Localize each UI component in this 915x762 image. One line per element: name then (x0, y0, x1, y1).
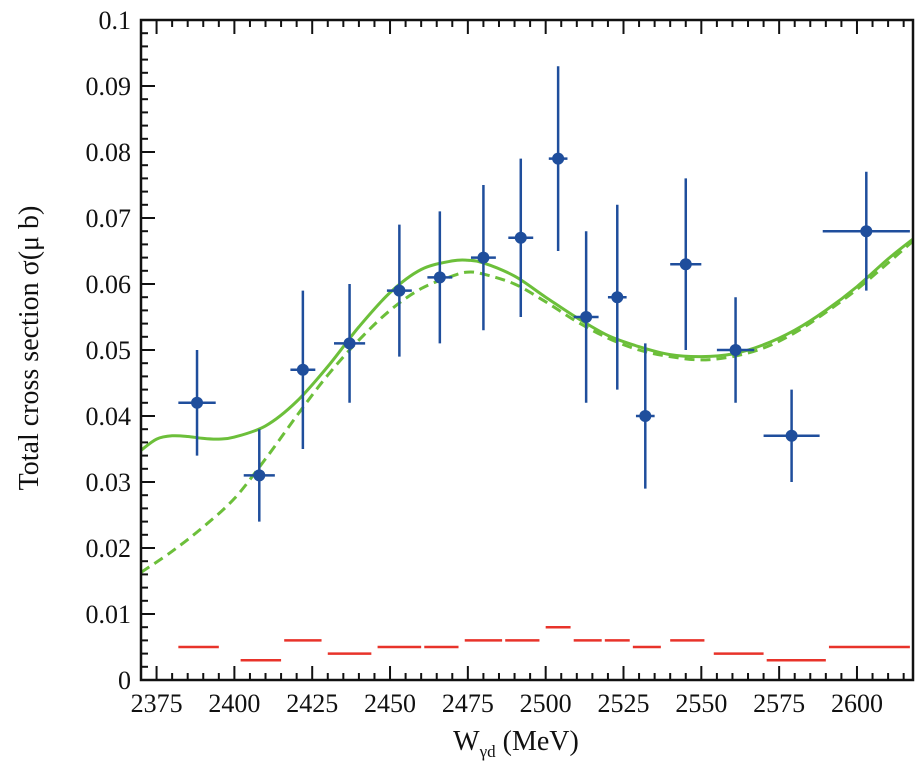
x-tick-label: 2525 (598, 689, 650, 718)
x-tick-label: 2450 (364, 689, 416, 718)
data-point (670, 178, 702, 350)
solid-curve (140, 237, 914, 452)
data-point (635, 343, 655, 489)
data-point (178, 350, 216, 456)
data-marker (785, 429, 798, 442)
data-marker (552, 152, 565, 165)
x-tick-label: 2500 (520, 689, 572, 718)
plot-frame (139, 18, 915, 682)
data-marker (296, 363, 309, 376)
data-point (334, 284, 366, 403)
y-tick-label: 0.05 (86, 336, 132, 365)
data-point (243, 429, 275, 522)
model-curves (140, 237, 914, 574)
data-points (178, 66, 910, 522)
data-marker (343, 337, 356, 350)
x-tick-label: 2425 (286, 689, 338, 718)
y-tick-label: 0.1 (99, 6, 132, 35)
data-point (290, 290, 316, 449)
data-marker (860, 225, 873, 238)
x-axis-title-subscript: γd (479, 742, 497, 761)
systematic-error-bars (178, 625, 910, 662)
y-tick-label: 0.04 (86, 402, 132, 431)
x-tick-label: 2400 (208, 689, 260, 718)
data-marker (393, 284, 406, 297)
y-tick-label: 0 (118, 666, 131, 695)
x-tick-label: 2600 (831, 689, 883, 718)
data-point (470, 185, 496, 331)
y-tick-label: 0.01 (86, 600, 132, 629)
y-axis-title: Total cross section σ(μ b) (14, 206, 45, 491)
data-point (573, 231, 599, 403)
data-point (548, 66, 568, 251)
data-marker (639, 410, 652, 422)
data-marker (191, 396, 204, 409)
x-tick-label: 2550 (675, 689, 727, 718)
x-tick-label: 2375 (131, 689, 183, 718)
data-point (427, 211, 453, 344)
data-point (763, 389, 820, 482)
data-point (607, 204, 627, 390)
x-tick-label: 2475 (442, 689, 494, 718)
x-axis-title-unit: (MeV) (503, 726, 579, 757)
dashed-curve (140, 239, 914, 574)
data-marker (580, 311, 593, 323)
data-point (508, 158, 534, 317)
data-marker (679, 258, 692, 271)
y-tick-label: 0.03 (86, 468, 132, 497)
data-marker (611, 291, 624, 304)
y-tick-label: 0.08 (86, 138, 132, 167)
x-axis-title: Wγd (MeV) (453, 726, 579, 761)
data-marker (433, 271, 446, 284)
data-marker (514, 231, 527, 244)
data-point (716, 297, 755, 403)
data-point (822, 171, 910, 291)
x-axis-title-main: W (453, 726, 480, 757)
x-tick-label: 2575 (753, 689, 805, 718)
y-tick-label: 0.09 (86, 72, 132, 101)
data-marker (729, 344, 742, 356)
y-tick-labels: 0 0.01 0.02 0.03 0.04 0.05 0.06 0.07 0.08 0.09 0.1 (86, 6, 132, 695)
data-marker (477, 251, 490, 264)
y-tick-label: 0.07 (86, 204, 132, 233)
x-tick-labels: 2375 2400 2425 2450 2475 2500 2525 2550 2575 2600 (131, 689, 883, 718)
y-tick-label: 0.02 (86, 534, 132, 563)
axis-ticks (140, 19, 905, 681)
y-tick-label: 0.06 (86, 270, 132, 299)
data-point (386, 224, 412, 357)
data-marker (253, 469, 266, 482)
